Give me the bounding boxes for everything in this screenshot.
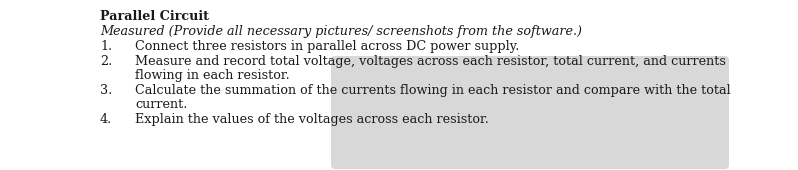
Text: 4.: 4. — [100, 113, 113, 126]
Text: Measured (Provide all necessary pictures/ screenshots from the software.): Measured (Provide all necessary pictures… — [100, 25, 582, 38]
Text: Measure and record total voltage, voltages across each resistor, total current, : Measure and record total voltage, voltag… — [135, 55, 726, 68]
Text: 2.: 2. — [100, 55, 113, 68]
Text: Connect three resistors in parallel across DC power supply.: Connect three resistors in parallel acro… — [135, 40, 519, 53]
Text: Parallel Circuit: Parallel Circuit — [100, 10, 209, 23]
Text: 1.: 1. — [100, 40, 113, 53]
Text: Calculate the summation of the currents flowing in each resistor and compare wit: Calculate the summation of the currents … — [135, 84, 731, 97]
Text: Explain the values of the voltages across each resistor.: Explain the values of the voltages acros… — [135, 113, 489, 126]
Text: flowing in each resistor.: flowing in each resistor. — [135, 69, 290, 82]
Text: 3.: 3. — [100, 84, 113, 97]
Text: current.: current. — [135, 98, 188, 111]
FancyBboxPatch shape — [331, 56, 729, 169]
